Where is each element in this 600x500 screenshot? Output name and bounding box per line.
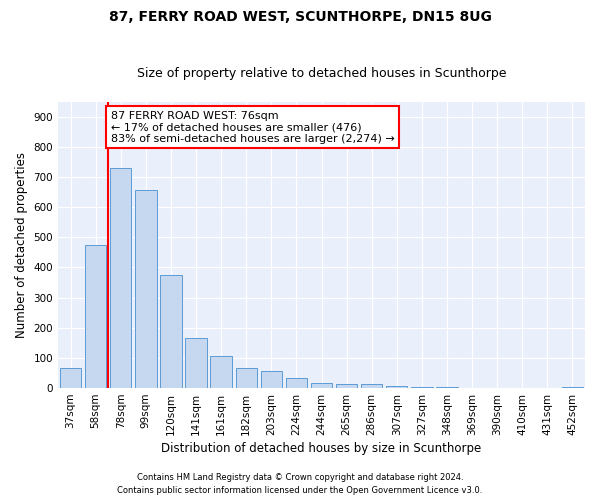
Bar: [110, 168, 131, 388]
Bar: [60, 368, 81, 388]
Text: 87, FERRY ROAD WEST, SCUNTHORPE, DN15 8UG: 87, FERRY ROAD WEST, SCUNTHORPE, DN15 8U…: [109, 10, 491, 24]
Text: Contains HM Land Registry data © Crown copyright and database right 2024.
Contai: Contains HM Land Registry data © Crown c…: [118, 474, 482, 495]
Bar: [562, 386, 583, 388]
Bar: [436, 387, 458, 388]
Bar: [311, 382, 332, 388]
Bar: [286, 378, 307, 388]
Bar: [135, 190, 157, 388]
Bar: [185, 338, 207, 388]
Bar: [361, 384, 382, 388]
Title: Size of property relative to detached houses in Scunthorpe: Size of property relative to detached ho…: [137, 66, 506, 80]
Bar: [211, 356, 232, 388]
Bar: [336, 384, 357, 388]
X-axis label: Distribution of detached houses by size in Scunthorpe: Distribution of detached houses by size …: [161, 442, 482, 455]
Bar: [160, 275, 182, 388]
Bar: [411, 386, 433, 388]
Text: 87 FERRY ROAD WEST: 76sqm
← 17% of detached houses are smaller (476)
83% of semi: 87 FERRY ROAD WEST: 76sqm ← 17% of detac…: [111, 110, 394, 144]
Bar: [260, 372, 282, 388]
Bar: [386, 386, 407, 388]
Bar: [85, 245, 106, 388]
Bar: [236, 368, 257, 388]
Y-axis label: Number of detached properties: Number of detached properties: [15, 152, 28, 338]
